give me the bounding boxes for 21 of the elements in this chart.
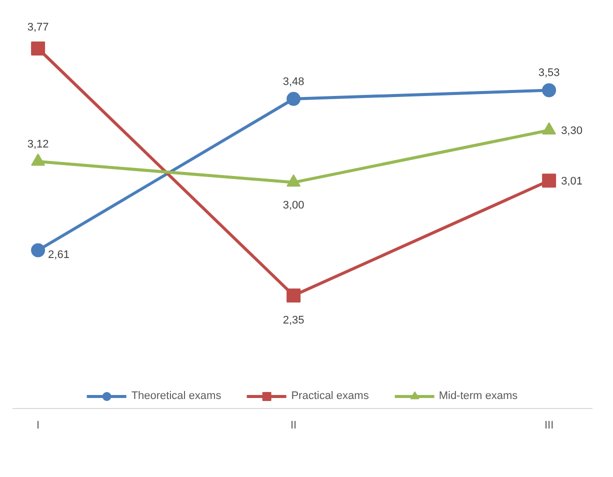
- point: [31, 243, 46, 258]
- data-label: 3,01: [561, 176, 582, 188]
- data-label: 2,35: [282, 314, 304, 326]
- point: [31, 42, 46, 56]
- data-label: 3,53: [538, 67, 560, 80]
- x-tick-label: III: [544, 420, 554, 432]
- legend-label: Mid-term exams: [438, 390, 518, 402]
- point: [542, 174, 556, 188]
- data-label: 3,00: [282, 199, 304, 212]
- legend-label: Theoretical exams: [131, 390, 222, 402]
- point: [542, 83, 556, 98]
- point: [286, 288, 301, 302]
- x-tick-label: II: [290, 420, 297, 432]
- data-label: 3,77: [27, 22, 49, 34]
- point: [286, 92, 301, 106]
- data-label: 3,48: [282, 76, 304, 88]
- x-tick-label: I: [36, 420, 40, 432]
- legend-label: Practical exams: [291, 390, 369, 402]
- data-label: 3,12: [27, 138, 49, 151]
- data-label: 3,30: [561, 125, 582, 138]
- data-label: 2,61: [48, 249, 70, 262]
